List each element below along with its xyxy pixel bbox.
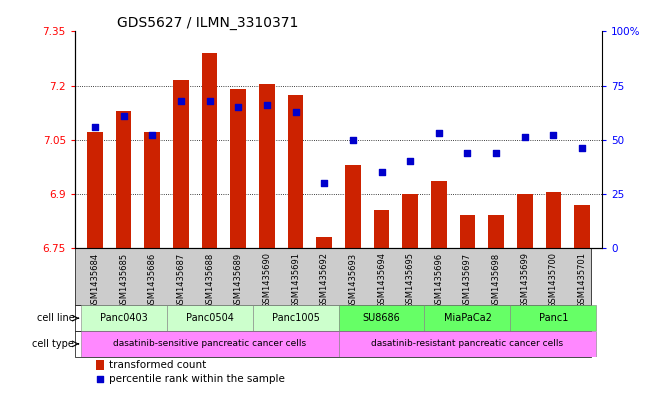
Bar	[96, 360, 104, 370]
Bar	[81, 305, 167, 331]
Text: GSM1435693: GSM1435693	[348, 252, 357, 309]
Point	[462, 149, 473, 156]
Bar	[574, 205, 590, 248]
Point	[348, 136, 358, 143]
Text: Panc1005: Panc1005	[271, 313, 320, 323]
Point	[376, 169, 387, 175]
Bar	[145, 132, 160, 248]
Point	[434, 130, 444, 136]
Bar	[167, 305, 253, 331]
Text: GSM1435701: GSM1435701	[577, 252, 587, 309]
Text: percentile rank within the sample: percentile rank within the sample	[109, 374, 285, 384]
Bar	[173, 80, 189, 248]
Bar	[488, 215, 504, 248]
Point	[233, 104, 243, 110]
Bar	[230, 89, 246, 248]
Bar	[517, 194, 533, 248]
Bar	[116, 111, 132, 248]
Bar	[546, 192, 561, 248]
Text: GSM1435694: GSM1435694	[377, 252, 386, 309]
Text: GSM1435691: GSM1435691	[291, 252, 300, 309]
Text: GDS5627 / ILMN_3310371: GDS5627 / ILMN_3310371	[117, 17, 298, 30]
Point	[90, 123, 100, 130]
Text: GSM1435684: GSM1435684	[90, 252, 100, 309]
Point	[548, 132, 559, 138]
Text: Panc0403: Panc0403	[100, 313, 148, 323]
Bar	[259, 84, 275, 248]
Text: GSM1435692: GSM1435692	[320, 252, 329, 309]
Text: GSM1435700: GSM1435700	[549, 252, 558, 309]
Point	[204, 97, 215, 104]
Bar	[345, 165, 361, 248]
Bar	[339, 305, 424, 331]
Bar	[374, 210, 389, 248]
Point	[176, 97, 186, 104]
Point	[118, 113, 129, 119]
Text: SU8686: SU8686	[363, 313, 400, 323]
Bar	[316, 237, 332, 248]
Text: GSM1435698: GSM1435698	[492, 252, 501, 309]
Text: GSM1435686: GSM1435686	[148, 252, 157, 309]
Text: Panc0504: Panc0504	[186, 313, 234, 323]
Bar	[253, 305, 339, 331]
Text: GSM1435699: GSM1435699	[520, 252, 529, 309]
Bar	[460, 215, 475, 248]
Text: GSM1435685: GSM1435685	[119, 252, 128, 309]
Text: dasatinib-resistant pancreatic cancer cells: dasatinib-resistant pancreatic cancer ce…	[372, 340, 564, 348]
Text: transformed count: transformed count	[109, 360, 206, 370]
Point	[519, 134, 530, 141]
Bar	[431, 181, 447, 248]
Bar	[339, 331, 596, 357]
Text: dasatinib-sensitive pancreatic cancer cells: dasatinib-sensitive pancreatic cancer ce…	[113, 340, 306, 348]
Bar	[202, 53, 217, 248]
Bar	[288, 95, 303, 248]
Text: GSM1435690: GSM1435690	[262, 252, 271, 309]
Bar	[424, 305, 510, 331]
Point	[290, 108, 301, 115]
Text: Panc1: Panc1	[539, 313, 568, 323]
Bar	[510, 305, 596, 331]
Text: GSM1435689: GSM1435689	[234, 252, 243, 309]
Text: GSM1435696: GSM1435696	[434, 252, 443, 309]
Text: MiaPaCa2: MiaPaCa2	[443, 313, 492, 323]
Point	[262, 102, 272, 108]
Point	[147, 132, 158, 138]
Point	[405, 158, 415, 164]
Point	[577, 145, 587, 151]
Text: cell type: cell type	[33, 339, 74, 349]
Text: cell line: cell line	[36, 313, 74, 323]
Bar	[87, 132, 103, 248]
Point	[319, 180, 329, 186]
Point	[491, 149, 501, 156]
Text: GSM1435688: GSM1435688	[205, 252, 214, 309]
Text: GSM1435697: GSM1435697	[463, 252, 472, 309]
Bar	[402, 194, 418, 248]
Text: GSM1435695: GSM1435695	[406, 252, 415, 309]
Text: GSM1435687: GSM1435687	[176, 252, 186, 309]
Point	[95, 376, 105, 382]
Bar	[81, 331, 339, 357]
